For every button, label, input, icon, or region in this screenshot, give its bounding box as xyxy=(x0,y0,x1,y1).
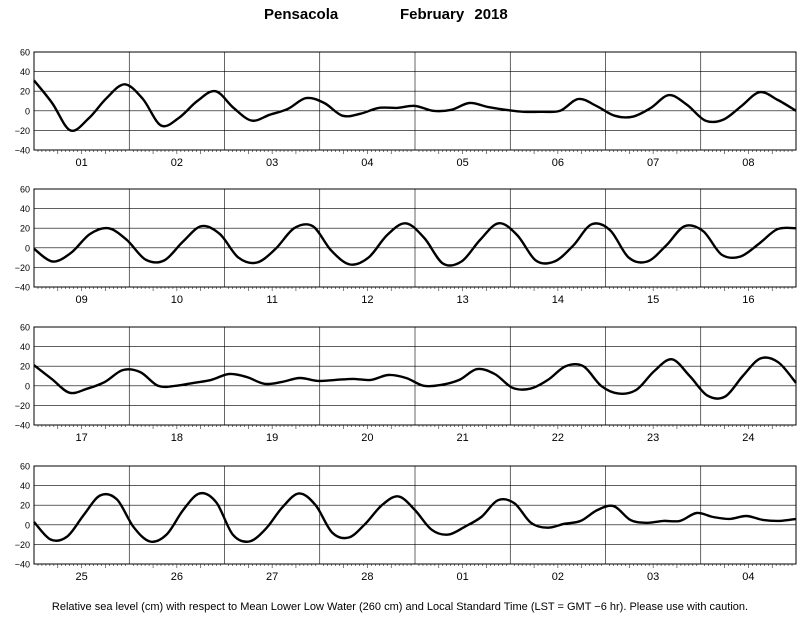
day-label: 06 xyxy=(552,157,564,169)
day-label: 18 xyxy=(171,432,183,444)
y-tick-label: 20 xyxy=(20,224,30,234)
y-tick-label: 40 xyxy=(20,204,30,214)
day-label: 08 xyxy=(742,157,754,169)
y-tick-label: 40 xyxy=(20,481,30,491)
day-label: 26 xyxy=(171,571,183,583)
day-label: 01 xyxy=(76,157,88,169)
day-label: 14 xyxy=(552,294,564,306)
y-tick-label: −40 xyxy=(15,146,30,156)
panel-frame xyxy=(33,51,797,151)
y-tick-label: 0 xyxy=(25,381,30,391)
y-tick-label: 0 xyxy=(25,520,30,530)
day-label: 12 xyxy=(361,294,373,306)
y-tick-label: 40 xyxy=(20,67,30,77)
y-tick-label: 60 xyxy=(20,323,30,333)
day-label: 15 xyxy=(647,294,659,306)
day-label: 07 xyxy=(647,157,659,169)
tide-series-line xyxy=(33,222,797,267)
day-label: 22 xyxy=(552,432,564,444)
panel-frame xyxy=(33,326,797,426)
day-label: 04 xyxy=(361,157,373,169)
day-label: 05 xyxy=(457,157,469,169)
day-label: 25 xyxy=(76,571,88,583)
day-label: 03 xyxy=(647,571,659,583)
title-row: Pensacola February 2018 xyxy=(0,4,800,30)
y-tick-label: 20 xyxy=(20,362,30,372)
day-label: 04 xyxy=(742,571,754,583)
day-label: 02 xyxy=(171,157,183,169)
day-label: 09 xyxy=(76,294,88,306)
tide-series-line xyxy=(33,491,797,543)
y-tick-label: −40 xyxy=(15,560,30,570)
y-tick-label: −20 xyxy=(15,540,30,550)
y-tick-label: 0 xyxy=(25,106,30,116)
chart-title-station: Pensacola xyxy=(264,6,339,23)
y-tick-label: 40 xyxy=(20,342,30,352)
tide-series-line xyxy=(33,79,797,133)
day-label: 02 xyxy=(552,571,564,583)
day-label: 27 xyxy=(266,571,278,583)
day-label: 24 xyxy=(742,432,754,444)
tide-chart: 60 40 20 0 −20 −40 01 02 03 04 05 06 07 08 60 40 20 0 −20 −… xyxy=(15,48,797,583)
day-label: 19 xyxy=(266,432,278,444)
day-label: 17 xyxy=(76,432,88,444)
panel-frame xyxy=(33,188,797,288)
tide-series-line xyxy=(33,356,797,400)
chart-caption: Relative sea level (cm) with respect to … xyxy=(51,601,749,613)
day-label: 11 xyxy=(266,294,277,306)
y-tick-label: 20 xyxy=(20,501,30,511)
chart-title-month: February 2018 xyxy=(400,6,508,23)
day-label: 21 xyxy=(457,432,469,444)
y-tick-label: −20 xyxy=(15,263,30,273)
day-label: 10 xyxy=(171,294,183,306)
panel-frame xyxy=(33,465,797,565)
y-tick-label: −20 xyxy=(15,126,30,136)
day-label: 13 xyxy=(457,294,469,306)
y-tick-label: 60 xyxy=(20,185,30,195)
day-label: 23 xyxy=(647,432,659,444)
day-label: 01 xyxy=(457,571,469,583)
day-label: 16 xyxy=(742,294,754,306)
day-label: 20 xyxy=(361,432,373,444)
day-label: 28 xyxy=(361,571,373,583)
y-tick-label: 60 xyxy=(20,462,30,472)
y-tick-label: −40 xyxy=(15,283,30,293)
y-tick-label: −40 xyxy=(15,421,30,431)
y-tick-label: 20 xyxy=(20,87,30,97)
day-label: 03 xyxy=(266,157,278,169)
y-tick-label: −20 xyxy=(15,401,30,411)
y-tick-label: 60 xyxy=(20,48,30,58)
y-tick-label: 0 xyxy=(25,243,30,253)
